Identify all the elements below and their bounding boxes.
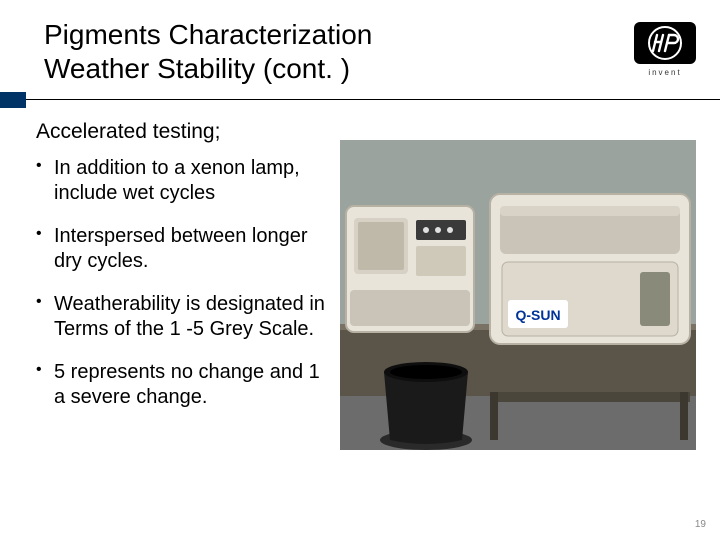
bullet-item: 5 represents no change and 1 a severe ch… (36, 360, 336, 410)
hp-logo-icon (634, 22, 696, 64)
bullet-item: Interspersed between longer dry cycles. (36, 224, 336, 274)
content-block: Accelerated testing; In addition to a xe… (36, 120, 336, 428)
title-line-2: Weather Stability (cont. ) (44, 52, 600, 86)
slide: Pigments Characterization Weather Stabil… (0, 0, 720, 540)
bullet-item: Weatherability is designated in Terms of… (36, 292, 336, 342)
title-divider (26, 99, 720, 100)
title-line-1: Pigments Characterization (44, 18, 600, 52)
accent-bar (0, 92, 26, 108)
bullet-list: In addition to a xenon lamp, include wet… (36, 156, 336, 410)
logo-tagline: invent (634, 68, 696, 77)
equipment-label: Q-SUN (515, 307, 560, 323)
subheading: Accelerated testing; (36, 120, 336, 144)
page-number: 19 (695, 519, 706, 530)
brand-logo: invent (634, 22, 696, 77)
equipment-photo: Q-SUN (340, 140, 696, 450)
bullet-item: In addition to a xenon lamp, include wet… (36, 156, 336, 206)
slide-title: Pigments Characterization Weather Stabil… (44, 18, 600, 85)
